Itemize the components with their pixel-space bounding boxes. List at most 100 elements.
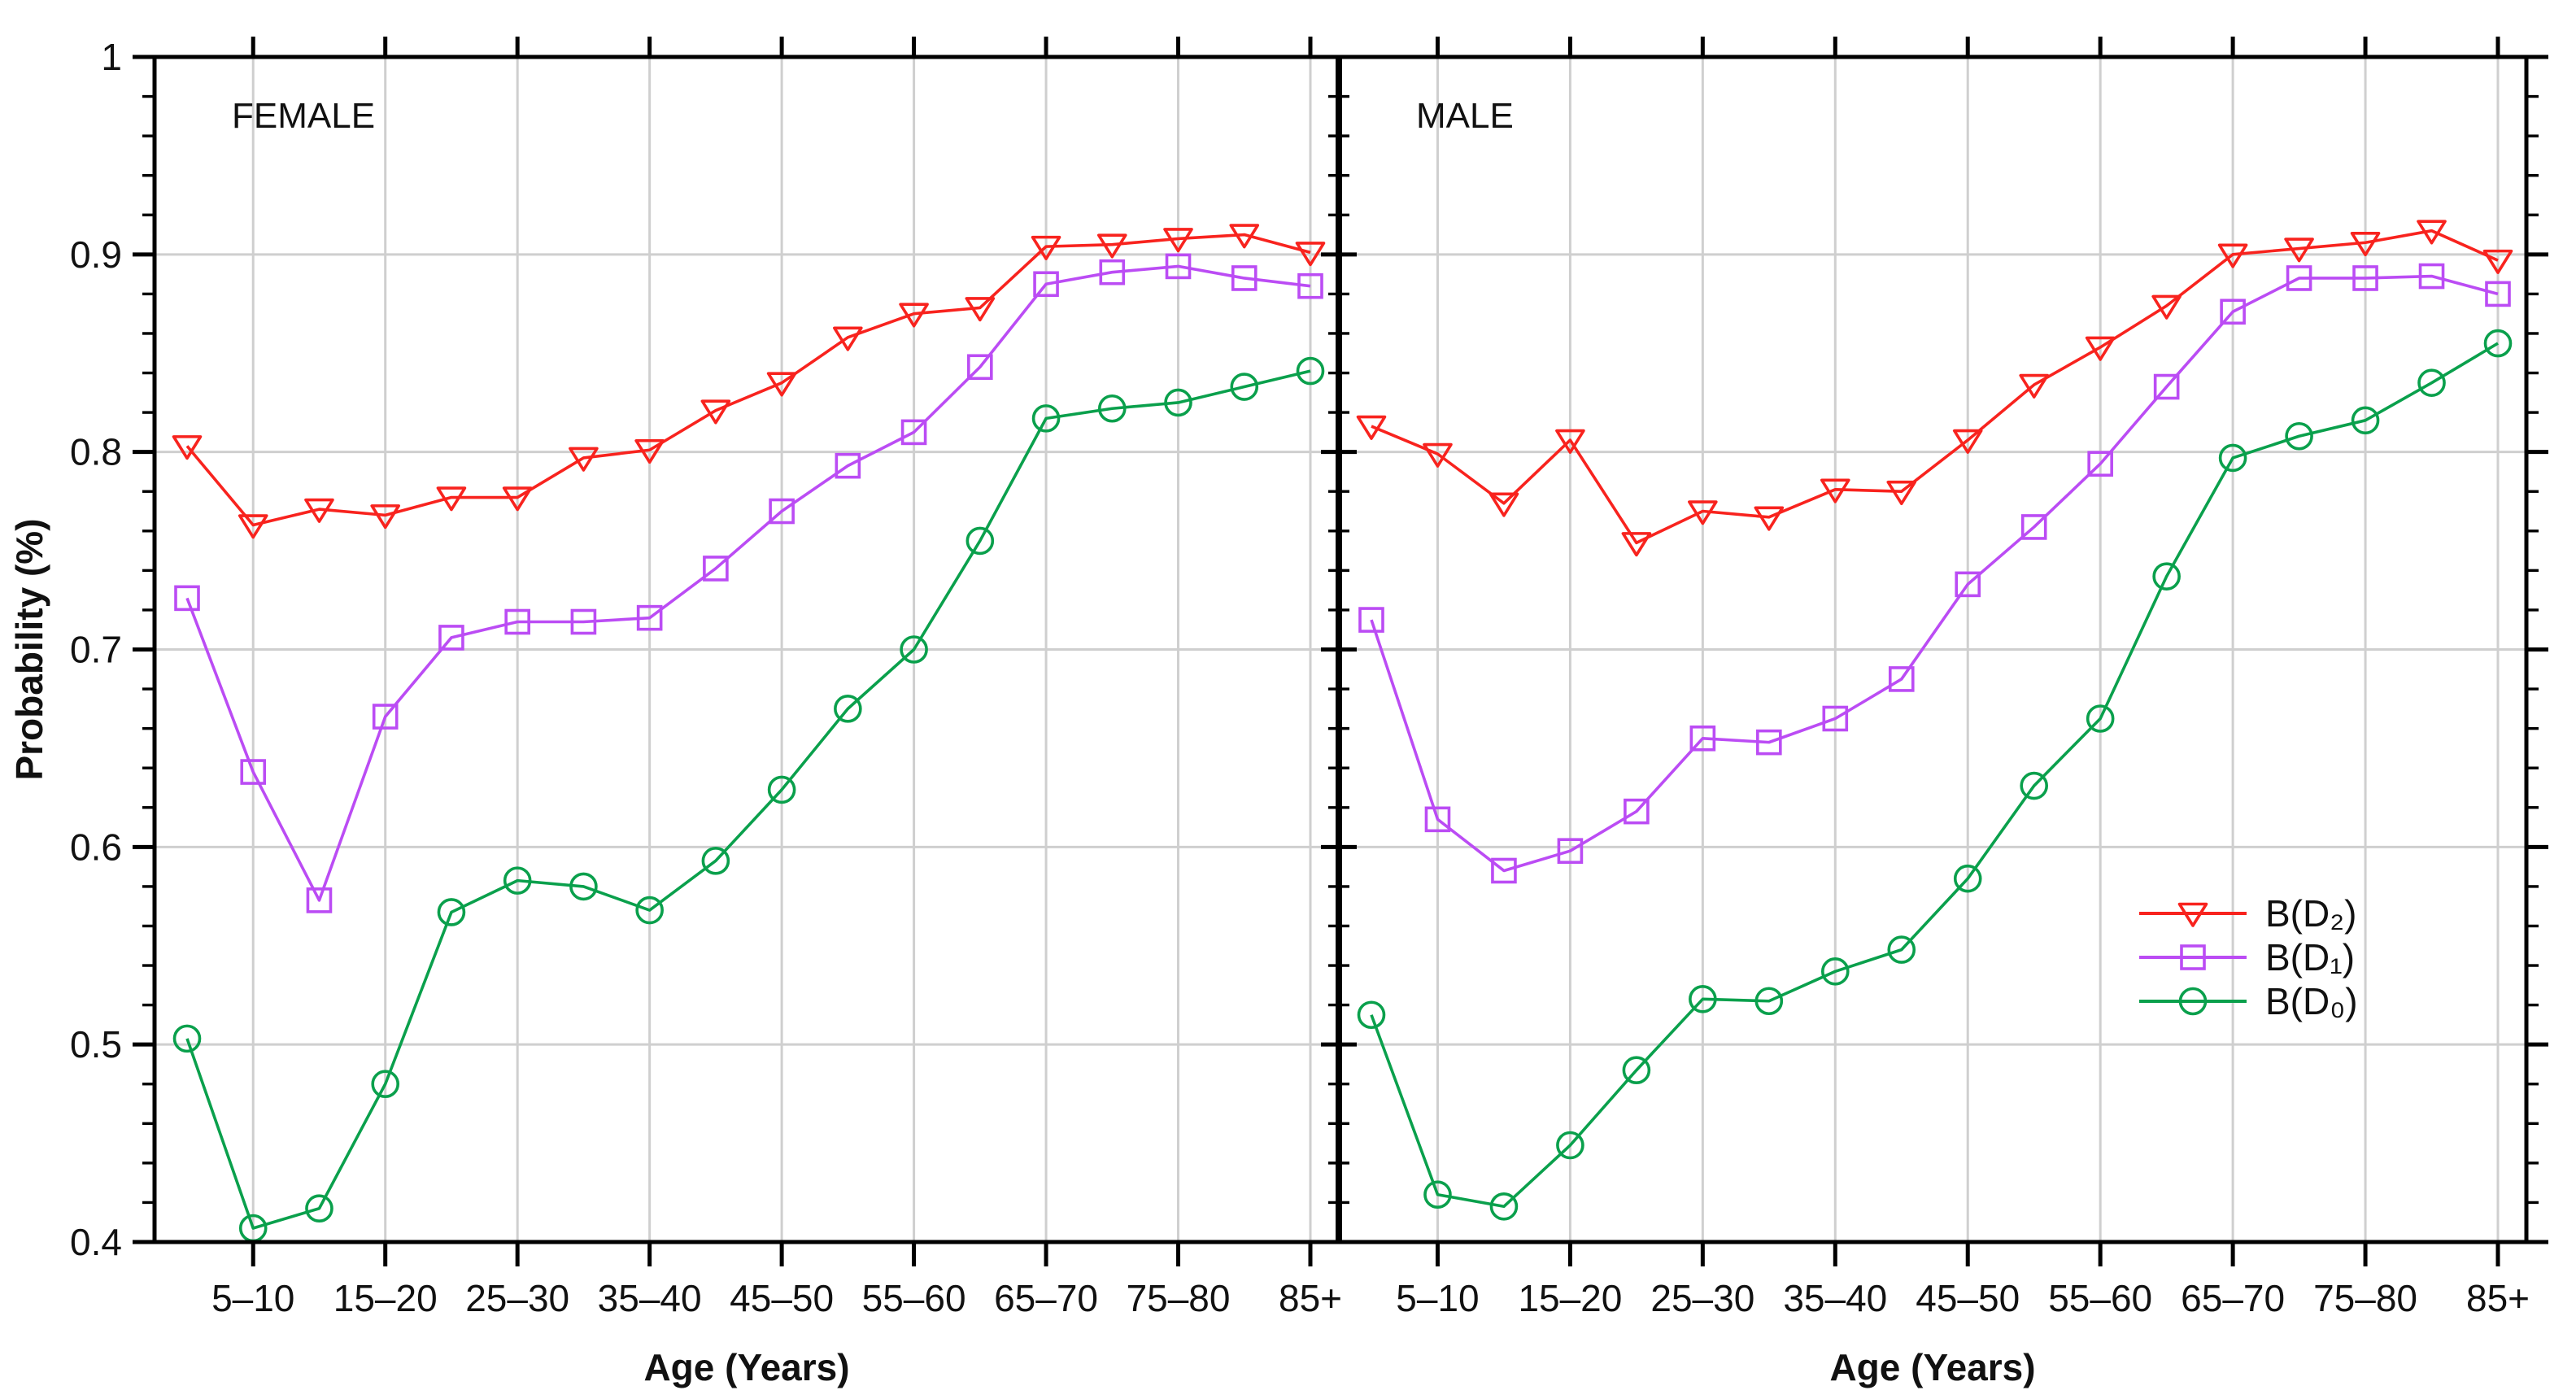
triangle-down-marker bbox=[2284, 238, 2314, 263]
x-tick-label: 15–20 bbox=[1518, 1277, 1622, 1319]
circle-marker bbox=[767, 775, 796, 804]
triangle-down-marker bbox=[2085, 336, 2116, 361]
square-marker bbox=[2485, 281, 2511, 307]
triangle-down-marker bbox=[304, 498, 334, 523]
legend-entry: B(D₂) bbox=[2139, 892, 2356, 935]
square-marker bbox=[240, 759, 267, 785]
x-tick-label: 75–80 bbox=[2313, 1277, 2417, 1319]
triangle-down-marker bbox=[899, 303, 929, 328]
circle-marker bbox=[569, 872, 598, 901]
triangle-down-marker bbox=[1229, 224, 1260, 249]
triangle-down-marker bbox=[700, 399, 731, 425]
triangle-down-marker bbox=[172, 435, 203, 460]
circle-marker bbox=[1689, 985, 1717, 1013]
circle-marker bbox=[437, 898, 466, 926]
circle-marker bbox=[1230, 373, 1259, 401]
square-marker bbox=[2087, 451, 2113, 477]
square-marker bbox=[1822, 705, 1849, 732]
series-line-0 bbox=[185, 369, 1311, 1230]
triangle-down-marker bbox=[1820, 478, 1850, 503]
triangle-down-marker bbox=[1096, 233, 1127, 259]
square-marker bbox=[2153, 373, 2180, 400]
circle-marker bbox=[1097, 394, 1127, 423]
panel-title: FEMALE bbox=[232, 96, 375, 136]
triangle-down-marker bbox=[370, 504, 401, 530]
circle-marker bbox=[1754, 987, 1784, 1016]
x-tick-label: 75–80 bbox=[1127, 1277, 1231, 1319]
x-tick-label: 55–60 bbox=[2048, 1277, 2152, 1319]
circle-marker bbox=[2086, 704, 2115, 733]
axes bbox=[133, 37, 2548, 1266]
square-marker bbox=[438, 625, 464, 651]
triangle-down-marker bbox=[2217, 243, 2248, 268]
circle-marker bbox=[2152, 562, 2181, 591]
triangle-down-marker bbox=[1621, 532, 1652, 557]
triangle-down-marker bbox=[1754, 506, 1785, 531]
square-marker bbox=[2020, 514, 2047, 540]
circle-marker bbox=[305, 1194, 333, 1223]
circle-marker bbox=[2483, 329, 2513, 358]
labels: 0.4 0.5 0.6 0.7 0.8 0.9 1 5–10 15–20 25–30 35–40 45… bbox=[8, 36, 2530, 1388]
square-marker bbox=[1689, 725, 1716, 752]
x-axis-title: Age (Years) bbox=[1829, 1346, 2035, 1388]
series-markers-2 bbox=[172, 224, 1326, 539]
circle-icon bbox=[2178, 987, 2208, 1016]
x-tick-label: 25–30 bbox=[465, 1277, 569, 1319]
square-marker bbox=[504, 608, 530, 635]
circle-marker bbox=[1953, 864, 1982, 893]
circle-marker bbox=[834, 695, 862, 723]
square-marker bbox=[835, 452, 861, 479]
x-tick-label: 65–70 bbox=[2181, 1277, 2285, 1319]
x-tick-label: 85+ bbox=[1279, 1277, 1342, 1319]
x-axis-title: Age (Years) bbox=[643, 1346, 849, 1388]
square-marker bbox=[2418, 263, 2445, 290]
triangle-down-marker bbox=[2417, 220, 2447, 245]
triangle-down-marker bbox=[766, 372, 797, 397]
x-tick-label: 85+ bbox=[2466, 1277, 2530, 1319]
circle-marker bbox=[1423, 1180, 1452, 1209]
triangle-down-marker bbox=[1163, 228, 1193, 253]
triangle-down-marker bbox=[1952, 429, 1983, 454]
circle-marker bbox=[701, 847, 730, 875]
circle-marker bbox=[2417, 368, 2446, 397]
square-marker bbox=[1491, 857, 1517, 884]
circle-marker bbox=[1556, 1131, 1584, 1160]
triangle-down-marker bbox=[833, 326, 863, 351]
square-marker bbox=[703, 556, 729, 582]
square-marker bbox=[2220, 299, 2246, 325]
x-tick-label: 5–10 bbox=[1396, 1277, 1479, 1319]
legend-entry: B(D₁) bbox=[2139, 936, 2355, 978]
circle-marker bbox=[900, 635, 928, 664]
triangle-down-marker bbox=[1688, 500, 1718, 525]
panel-title: MALE bbox=[1416, 96, 1514, 136]
legend-label: B(D₂) bbox=[2265, 892, 2356, 935]
triangle-down-marker bbox=[569, 447, 599, 472]
square-marker bbox=[174, 585, 200, 612]
series-line-1 bbox=[185, 264, 1311, 902]
legend-label: B(D₀) bbox=[2265, 980, 2358, 1022]
x-tick-label: 15–20 bbox=[333, 1277, 438, 1319]
circle-marker bbox=[1164, 388, 1192, 417]
circle-marker bbox=[503, 866, 532, 895]
square-marker bbox=[636, 604, 663, 631]
triangle-down-marker bbox=[2151, 294, 2182, 320]
circle-marker bbox=[371, 1070, 400, 1099]
triangle-down-marker bbox=[634, 438, 665, 464]
square-marker bbox=[769, 498, 795, 525]
x-tick-label: 35–40 bbox=[598, 1277, 702, 1319]
x-tick-label: 45–50 bbox=[1916, 1277, 2020, 1319]
triangle-down-marker bbox=[1031, 235, 1061, 260]
square-marker bbox=[900, 419, 927, 446]
panel-female bbox=[172, 224, 1326, 1243]
legend-marker bbox=[2177, 902, 2208, 927]
square-marker bbox=[1756, 729, 1782, 756]
circle-marker bbox=[2285, 421, 2313, 451]
circle-marker bbox=[1357, 1000, 1386, 1030]
square-marker bbox=[1955, 571, 1981, 598]
series-line-2 bbox=[1371, 229, 2499, 545]
square-marker bbox=[306, 887, 333, 913]
circle-marker bbox=[1820, 957, 1850, 986]
panel-male bbox=[1356, 220, 2513, 1221]
legend-marker bbox=[2180, 944, 2206, 970]
